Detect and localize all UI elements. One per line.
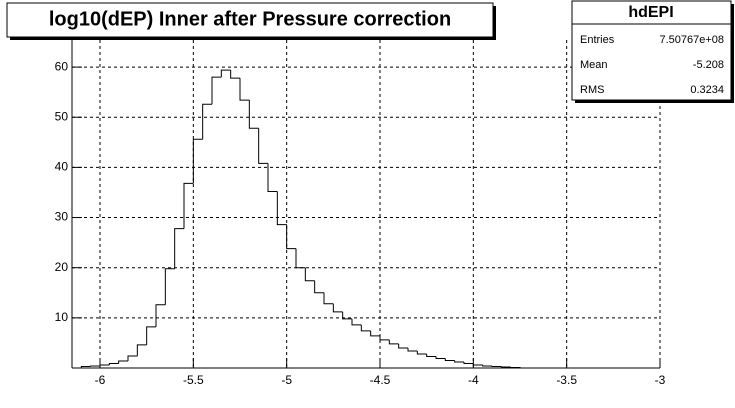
histogram-bin [90, 365, 100, 367]
y-tick-label: 40 [55, 160, 69, 174]
histogram-bin [314, 280, 324, 294]
x-tick-label: -5.5 [183, 373, 204, 387]
histogram-bin [127, 355, 138, 361]
histogram-bin [155, 304, 166, 327]
histogram-bin [248, 100, 259, 129]
x-tick-label: -3.5 [556, 373, 577, 387]
stats-box [571, 0, 732, 101]
histogram-bin [192, 138, 203, 184]
histogram-bin [379, 335, 390, 341]
stat-label: Entries [580, 34, 615, 46]
x-tick-label: -3 [655, 373, 666, 387]
histogram-bin [146, 326, 156, 345]
histogram-bin [80, 365, 91, 368]
stat-value: 0.3234 [690, 84, 724, 96]
histogram-bin [164, 268, 175, 305]
stat-label: Mean [580, 59, 608, 71]
histogram-bin [426, 353, 436, 357]
stat-value: 7.50767e+08 [659, 34, 724, 46]
histogram-bin [258, 128, 268, 164]
stat-label: RMS [580, 84, 604, 96]
histogram-bin [267, 163, 278, 192]
histogram-bin [230, 70, 240, 79]
histogram-bin [435, 356, 446, 359]
histogram-bin [454, 360, 464, 363]
histogram-bin [108, 362, 119, 365]
histogram-bin [286, 224, 296, 250]
histogram-bin [239, 78, 250, 101]
histogram-bin [136, 344, 147, 356]
x-tick-label: -4.5 [370, 373, 391, 387]
histogram-bin [118, 360, 128, 364]
stats-title: hdEPI [628, 4, 673, 21]
histogram-bin [463, 361, 474, 364]
histogram-bin [370, 330, 380, 337]
histogram-bin [444, 358, 455, 361]
histogram-bin [398, 343, 408, 349]
histogram-bin [99, 364, 110, 366]
histogram-bin [202, 103, 212, 140]
stat-value: -5.208 [693, 59, 724, 71]
histogram-bin [183, 182, 194, 229]
y-tick-label: 60 [55, 59, 69, 73]
histogram-bin [482, 364, 492, 367]
title-box [6, 2, 494, 38]
histogram-bin [332, 303, 343, 313]
plot-area: 10 20 30 40 50 60 -6 -5.5 -5 -4.5 -4 -3.5 -3 [55, 40, 666, 387]
y-tick-label: 50 [55, 109, 69, 123]
histogram-bin [416, 350, 427, 355]
histogram-bin [472, 363, 483, 366]
histogram-bin [342, 311, 352, 320]
histogram-bin [500, 366, 511, 368]
histogram-bin [510, 366, 521, 368]
histogram-bin [360, 324, 371, 332]
histogram-bin [491, 365, 502, 367]
histogram-bin [295, 248, 306, 269]
histogram-bin [304, 267, 315, 282]
y-tick-label: 20 [55, 260, 69, 274]
chart-title: log10(dEP) Inner after Pressure correcti… [49, 8, 451, 30]
histogram-bin [323, 292, 334, 305]
histogram-bin [211, 76, 222, 105]
y-tick-label: 30 [55, 210, 69, 224]
histogram-bin [388, 339, 399, 345]
histogram-bin [407, 347, 418, 352]
histogram-bin [351, 318, 362, 326]
x-tick-label: -4 [468, 373, 479, 387]
stats-rows: Entries 7.50767e+08 Mean -5.208 RMS 0.3234 [580, 34, 724, 96]
x-tick-label: -5 [281, 373, 292, 387]
histogram-bin [220, 69, 231, 78]
histogram-bin [276, 191, 287, 226]
y-tick-label: 10 [55, 310, 69, 324]
histogram-bin [174, 228, 184, 269]
x-tick-label: -6 [95, 373, 106, 387]
